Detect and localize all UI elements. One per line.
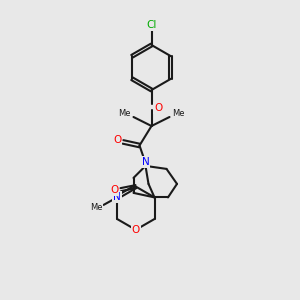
Text: N: N <box>142 157 149 167</box>
Text: Cl: Cl <box>146 20 157 30</box>
Text: O: O <box>113 135 121 146</box>
Text: Me: Me <box>172 109 185 118</box>
Text: O: O <box>110 184 118 195</box>
Text: O: O <box>154 103 162 113</box>
Text: N: N <box>113 192 121 203</box>
Text: Me: Me <box>90 203 102 212</box>
Text: Me: Me <box>118 109 131 118</box>
Text: O: O <box>132 225 140 235</box>
